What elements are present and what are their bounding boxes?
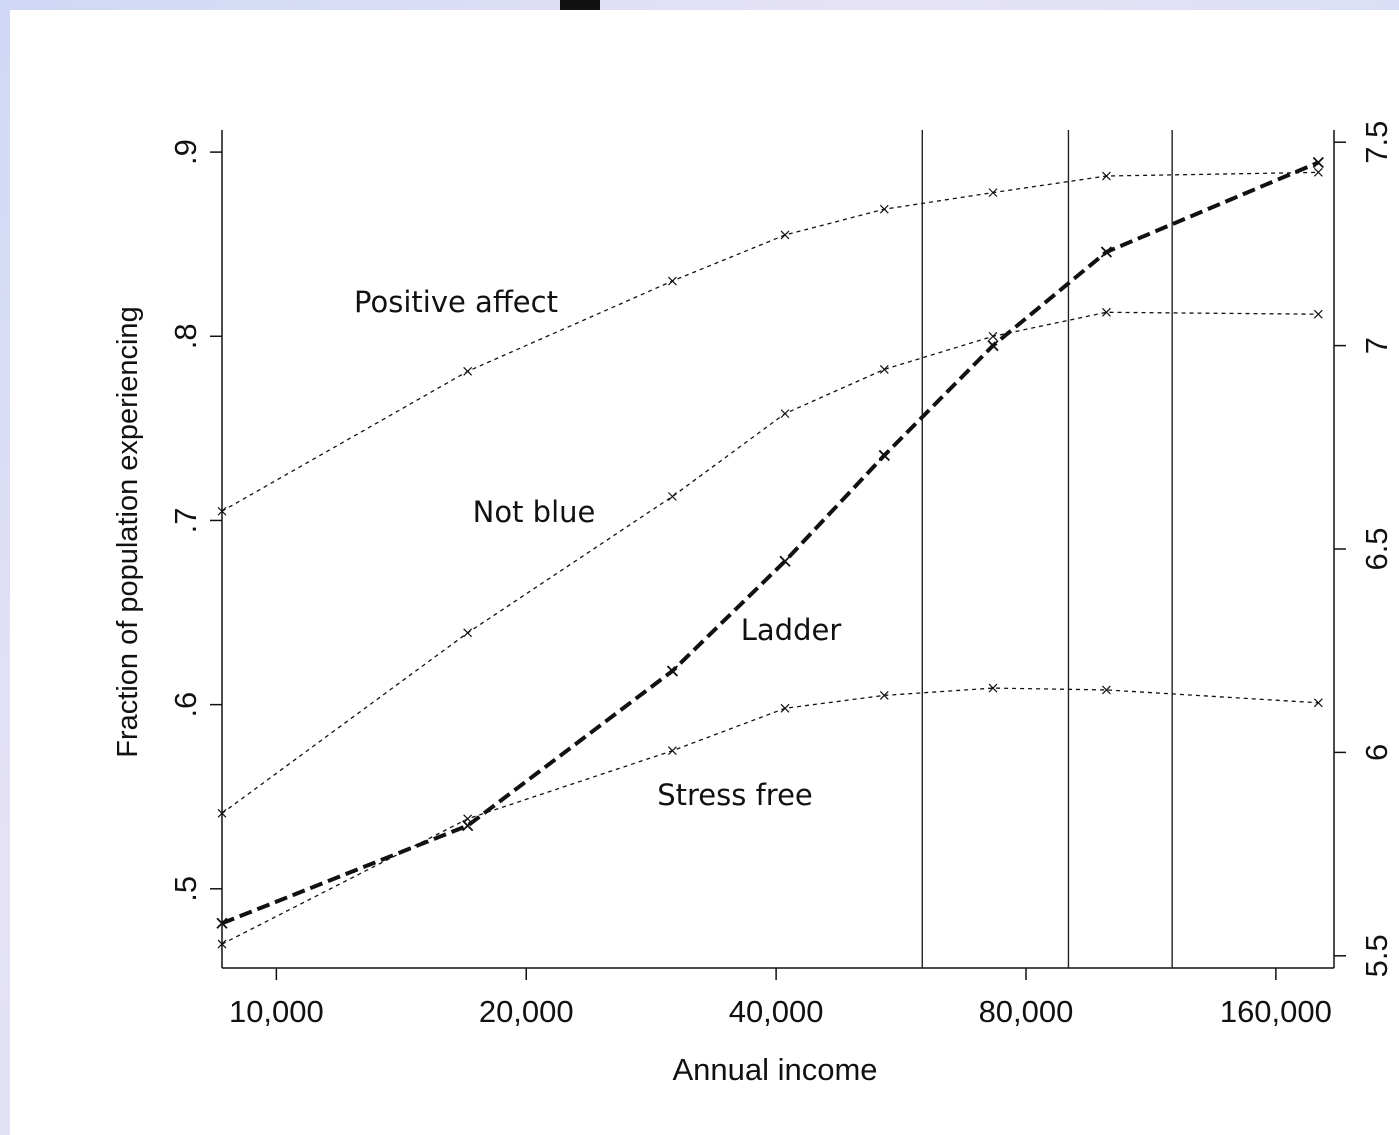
y-left-tick-label: .5 [168,876,203,902]
data-point-not-blue [1102,307,1111,317]
data-point-stress-free [780,703,790,713]
data-point-ladder [987,339,999,352]
data-point-positive-affect [217,506,227,516]
y-right-tick-label: 7.5 [1359,121,1394,164]
data-point-not-blue [1313,309,1323,319]
data-point-stress-free [879,690,889,700]
data-point-ladder [1100,246,1113,258]
x-tick-label: 160,000 [1220,994,1332,1029]
data-point-stress-free [988,683,998,693]
data-point-stress-free [217,939,227,949]
data-point-not-blue [879,365,889,374]
data-point-positive-affect [1313,167,1323,177]
data-point-positive-affect [879,204,889,214]
series-line-stress-free [221,687,1319,945]
data-point-ladder [1312,156,1324,169]
data-point-positive-affect [667,276,677,286]
data-point-ladder [216,917,228,929]
data-point-positive-affect [780,230,790,240]
data-point-not-blue [217,808,227,818]
data-point-stress-free [667,746,677,756]
data-point-not-blue [780,409,790,419]
x-axis-label: Annual income [672,1052,877,1087]
y-right-tick-label: 6 [1359,744,1394,761]
series-label-ladder: Ladder [741,613,842,647]
y-right-tick-label: 6.5 [1359,527,1394,570]
data-point-ladder [878,449,890,462]
data-point-stress-free [1313,698,1323,708]
series-line-ladder [221,160,1320,926]
series-label-stress-free: Stress free [657,778,813,812]
data-point-not-blue [463,628,473,638]
y-axis-label: Fraction of population experiencing [112,306,144,757]
title-fragment [560,0,600,10]
data-point-not-blue [667,492,677,501]
data-point-ladder [462,819,474,832]
data-point-stress-free [1102,685,1111,695]
plot-area: 10,000 20,000 40,000 80,000 160,000 .5 .6 .7 .8.… [168,121,1394,1029]
data-point-positive-affect [988,188,998,198]
x-tick-label: 20,000 [479,994,574,1029]
data-point-not-blue [988,331,998,341]
x-tick-label: 80,000 [979,994,1074,1029]
x-tick-label: 40,000 [729,994,824,1029]
slide-background [10,10,1399,1135]
data-point-ladder [666,665,679,677]
data-point-positive-affect [1102,171,1111,181]
y-right-tick-label: 5.5 [1359,934,1394,977]
y-right-tick-label: 7 [1359,337,1394,354]
x-tick-label: 10,000 [229,994,324,1029]
y-left-tick-label: .6 [168,692,203,718]
series-label-not-blue: Not blue [473,495,596,529]
y-left-tick-label: .9 [168,139,203,165]
series-line-positive-affect [221,171,1319,512]
series-label-positive-affect: Positive affect [354,285,558,319]
y-left-tick-label: .7 [168,508,203,534]
data-point-positive-affect [463,366,473,376]
y-left-tick-label: .8 [168,323,203,349]
series-line-not-blue [221,311,1319,814]
data-point-ladder [779,555,791,567]
